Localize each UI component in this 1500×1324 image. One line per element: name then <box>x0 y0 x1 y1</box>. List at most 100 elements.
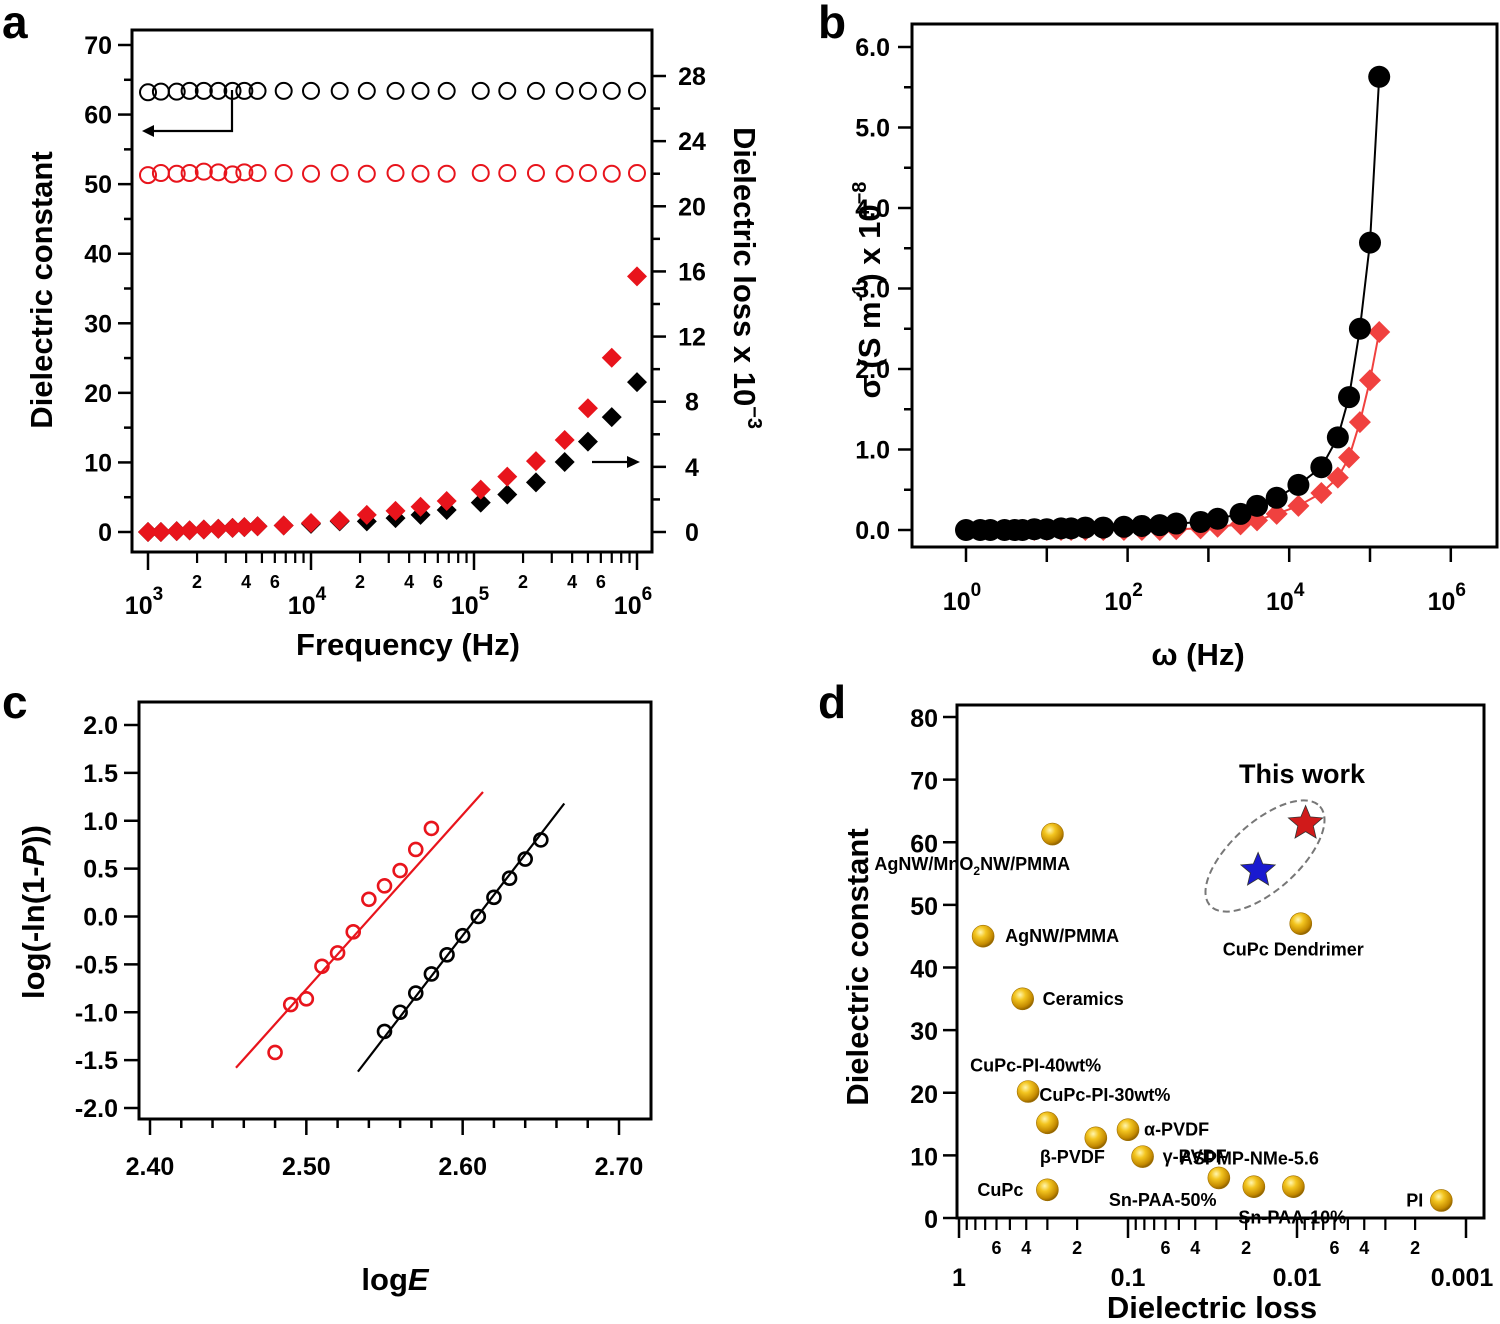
series-1-point <box>1359 369 1381 392</box>
series-0-point <box>345 924 362 940</box>
panel-c-marks <box>235 791 566 1073</box>
panel-b-marks <box>955 65 1391 541</box>
series-0-point <box>267 1044 283 1061</box>
series-1-point <box>1348 411 1371 434</box>
series-1-point <box>517 851 534 867</box>
series-3-point <box>138 522 158 542</box>
series-3-point <box>410 496 431 517</box>
panel-a-x-title: Frequency (Hz) <box>296 627 520 662</box>
series-0-point <box>1165 512 1188 535</box>
panel-c-y-title-pre: log(-ln(1- <box>16 866 51 999</box>
panel-a-y2-title-exp: −3 <box>743 406 765 429</box>
y2-tick-label: 16 <box>678 258 706 286</box>
series-0-point <box>194 81 213 100</box>
series-1-fit-line <box>357 802 566 1073</box>
y2-tick-label: 4 <box>685 454 699 482</box>
x-minor-label: 6 <box>433 572 443 592</box>
x-minor-label: 6 <box>1329 1238 1339 1258</box>
panel-d-plot-frame <box>955 703 1486 1220</box>
series-1-point <box>498 164 517 183</box>
panel-b: b 0.01.02.03.04.05.06.0 100 102 104 106 ω (… <box>818 0 1499 672</box>
series-3-point <box>150 522 171 542</box>
panel-b-y-title-sup2: −8 <box>849 182 871 205</box>
material-label: CuPc <box>977 1180 1023 1200</box>
y-tick-label: 80 <box>910 705 938 733</box>
series-3-point <box>301 513 321 534</box>
y-tick-label: 2.0 <box>83 712 118 740</box>
material-point <box>1036 1111 1059 1135</box>
x-major-label: 0.001 <box>1431 1264 1494 1292</box>
y-tick-label: 1.0 <box>83 808 118 836</box>
x-major-label-base: 10 <box>451 592 479 620</box>
series-0-point <box>329 945 346 961</box>
series-1-point <box>628 164 646 183</box>
y2-tick-label: 12 <box>678 324 706 352</box>
panel-b-y-axis: 0.0 1.0 2.0 3.0 4.0 5.0 6.0 <box>855 34 912 545</box>
panel-c-x-title: logE <box>361 1262 430 1297</box>
panel-d-this-work-ellipse <box>1204 799 1326 913</box>
panel-d-letter: d <box>818 676 846 728</box>
series-2-point <box>577 431 598 452</box>
series-0-point <box>167 82 186 101</box>
panel-a-y2-axis: 0 4 8 12 16 20 24 28 <box>652 63 706 547</box>
material-point <box>1289 912 1313 935</box>
series-0-point <box>282 996 299 1013</box>
y-tick-label: 2.0 <box>855 356 890 384</box>
series-3-point <box>179 520 200 541</box>
panel-b-x-axis: 100 102 104 106 <box>943 547 1466 616</box>
x-major-label-base: 10 <box>1104 588 1132 616</box>
y-tick-label: 60 <box>910 830 938 858</box>
x-major-label-exp: 4 <box>1294 580 1305 601</box>
series-1-point <box>423 966 440 982</box>
series-0-point <box>139 83 157 102</box>
series-1-point <box>357 164 376 183</box>
material-point <box>971 924 995 948</box>
x-minor-label: 6 <box>1160 1238 1170 1258</box>
series-1-point <box>501 870 518 887</box>
series-3-point <box>247 516 268 537</box>
panel-d-y-axis: 0 10 20 30 40 50 60 70 80 <box>910 705 957 1234</box>
series-1-point <box>330 164 349 183</box>
panel-a-plot-frame <box>130 28 654 554</box>
series-1-point <box>167 164 186 183</box>
y-tick-label: 30 <box>84 310 112 338</box>
series-1-point <box>555 164 574 183</box>
series-2-point <box>627 372 647 393</box>
material-label: β-PVDF <box>1040 1147 1105 1167</box>
y-tick-label: -1.0 <box>75 999 118 1027</box>
y-tick-label: 1.0 <box>855 437 890 465</box>
series-3-point <box>193 519 214 540</box>
panel-b-y-title-sup1: -1 <box>849 284 871 302</box>
series-0-point <box>376 878 393 894</box>
y-tick-label: 4.0 <box>855 195 890 223</box>
series-3-point <box>166 521 187 542</box>
series-0-point <box>1206 507 1229 530</box>
panel-a-y-title: Dielectric constant <box>24 151 59 428</box>
y-tick-label: 0 <box>924 1206 938 1234</box>
y-tick-label: 0.0 <box>83 904 118 932</box>
material-point <box>1242 1175 1266 1198</box>
panel-b-letter: b <box>818 0 846 48</box>
y-tick-label: 70 <box>84 32 112 60</box>
series-0-point <box>1338 386 1361 409</box>
series-3-point <box>525 451 546 472</box>
material-point <box>1116 1118 1140 1141</box>
series-3-point <box>627 266 647 287</box>
series-0-point <box>498 81 517 100</box>
series-1-point <box>180 164 199 183</box>
series-0-point <box>330 81 349 100</box>
material-label: γ-PVDF <box>1163 1147 1227 1167</box>
x-minor-label: 4 <box>1021 1238 1031 1258</box>
x-major-label: 104 <box>288 584 327 620</box>
series-1-point <box>1265 502 1288 525</box>
material-label: CuPc Dendrimer <box>1223 940 1364 960</box>
series-1-point <box>526 164 545 183</box>
y-tick-label: 20 <box>910 1081 938 1109</box>
series-1-point <box>1338 446 1361 469</box>
y2-tick-label: 20 <box>678 193 706 221</box>
this-work-star <box>1239 851 1277 886</box>
series-3-point <box>436 491 457 512</box>
y-tick-label: 60 <box>84 102 112 130</box>
